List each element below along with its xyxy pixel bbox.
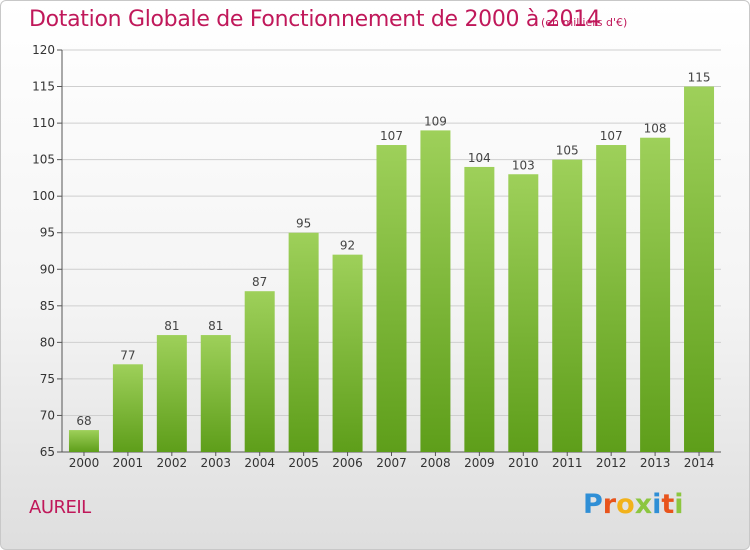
bar-2012: [596, 145, 627, 452]
labels: 65 70 75 80 85 90 95 100 105 110 115 120 68 2000 77 200…: [32, 43, 714, 470]
x-tick-label: 2002: [157, 456, 188, 470]
logo-letter: o: [616, 489, 635, 520]
logo-letter: r: [602, 489, 617, 520]
logo-letter: P: [583, 489, 603, 520]
bar-2000: [68, 430, 99, 452]
data-label: 109: [424, 114, 447, 128]
logo-letter: i: [674, 489, 684, 520]
data-label: 115: [688, 71, 711, 85]
bar-2006: [332, 254, 363, 452]
x-tick-label: 2013: [640, 456, 671, 470]
x-tick-label: 2001: [113, 456, 144, 470]
x-tick-label: 2004: [244, 456, 275, 470]
data-label: 87: [252, 275, 267, 289]
x-tick-label: 2000: [69, 456, 100, 470]
bar-2013: [640, 137, 671, 452]
bars: [68, 86, 715, 453]
chart-title: Dotation Globale de Fonctionnement de 20…: [29, 7, 601, 32]
x-tick-label: 2003: [200, 456, 231, 470]
x-tick-label: 2010: [508, 456, 539, 470]
x-tick-label: 2006: [332, 456, 363, 470]
y-tick-label: 110: [32, 116, 55, 130]
data-label: 105: [556, 144, 579, 158]
y-tick-label: 95: [40, 226, 55, 240]
logo-letter: i: [652, 489, 662, 520]
data-label: 81: [164, 319, 179, 333]
chart-subtitle: (en milliers d'€): [541, 16, 628, 29]
bar-2005: [288, 232, 319, 452]
logo-letter: x: [634, 489, 653, 520]
bar-2011: [552, 159, 583, 453]
y-tick-label: 100: [32, 189, 55, 203]
logo-letter: t: [661, 489, 675, 520]
data-label: 103: [512, 158, 535, 172]
y-tick-label: 70: [40, 408, 55, 422]
x-tick-label: 2009: [464, 456, 495, 470]
bar-2003: [200, 335, 231, 452]
x-tick-label: 2005: [288, 456, 319, 470]
bar-2002: [156, 335, 187, 452]
y-tick-label: 75: [40, 372, 55, 386]
proxiti-logo: Proxiti: [583, 489, 684, 520]
x-tick-label: 2014: [684, 456, 715, 470]
y-tick-label: 115: [32, 80, 55, 94]
y-tick-label: 85: [40, 299, 55, 313]
bar-2008: [420, 130, 451, 452]
y-tick-label: 80: [40, 335, 55, 349]
bar-2010: [508, 174, 539, 452]
x-tick-label: 2012: [596, 456, 627, 470]
data-label: 104: [468, 151, 491, 165]
data-label: 81: [208, 319, 223, 333]
bar-2007: [376, 145, 407, 452]
data-label: 68: [76, 414, 91, 428]
y-tick-label: 65: [40, 445, 55, 459]
y-tick-label: 105: [32, 153, 55, 167]
bar-2014: [684, 86, 715, 452]
y-tick-label: 120: [32, 43, 55, 57]
data-label: 95: [296, 217, 311, 231]
x-tick-label: 2008: [420, 456, 451, 470]
y-tick-label: 90: [40, 262, 55, 276]
bar-2009: [464, 166, 495, 453]
bar-2001: [112, 364, 143, 452]
data-label: 107: [380, 129, 403, 143]
data-label: 108: [644, 122, 667, 136]
x-tick-label: 2007: [376, 456, 407, 470]
data-label: 107: [600, 129, 623, 143]
place-name: AUREIL: [29, 497, 91, 518]
data-label: 92: [340, 239, 355, 253]
bar-2004: [244, 291, 275, 452]
data-label: 77: [120, 348, 135, 362]
x-tick-label: 2011: [552, 456, 583, 470]
